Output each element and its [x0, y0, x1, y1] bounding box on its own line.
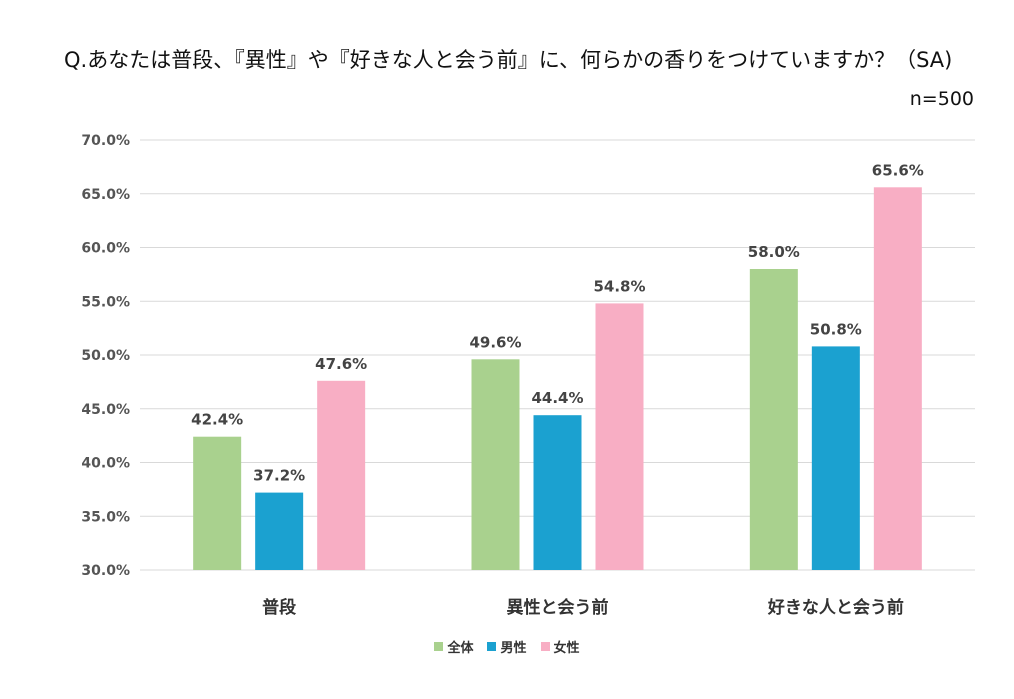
legend-swatch-female	[540, 642, 550, 651]
sample-size-note: n=500	[909, 88, 974, 110]
legend-item-male: 男性	[487, 637, 527, 656]
y-tick-label: 40.0%	[81, 456, 130, 472]
y-tick-label: 70.0%	[81, 133, 130, 149]
y-tick-label: 45.0%	[81, 402, 130, 418]
bar	[255, 492, 304, 570]
data-label: 58.0%	[748, 243, 800, 261]
y-tick-label: 60.0%	[81, 241, 130, 257]
bar	[533, 415, 582, 570]
data-label: 49.6%	[469, 333, 521, 351]
bar	[471, 359, 520, 570]
legend-swatch-male	[487, 642, 497, 651]
legend-item-female: 女性	[540, 637, 580, 656]
data-label: 37.2%	[253, 467, 305, 485]
category-label: 好きな人と会う前	[767, 597, 904, 618]
category-label: 普段	[262, 597, 296, 618]
legend-label-female: 女性	[553, 641, 580, 656]
category-label: 異性と会う前	[507, 597, 609, 618]
legend-item-overall: 全体	[434, 637, 473, 656]
bar	[317, 380, 366, 570]
bar-chart: 30.0% 35.0% 40.0% 45.0% 50.0% 55.0% 60.0% 65.0%…	[81, 133, 975, 618]
y-tick-label: 35.0%	[81, 509, 130, 525]
data-label: 44.4%	[531, 389, 583, 407]
bar	[873, 187, 922, 571]
y-tick-label: 30.0%	[81, 563, 130, 579]
legend-label-male: 男性	[500, 641, 527, 656]
legend-label-overall: 全体	[447, 641, 474, 656]
data-label: 65.6%	[872, 161, 924, 179]
data-label: 42.4%	[191, 411, 243, 429]
bar	[811, 346, 860, 570]
y-tick-label: 55.0%	[81, 294, 130, 310]
data-label: 50.8%	[810, 320, 862, 338]
data-label: 47.6%	[315, 355, 367, 373]
data-label: 54.8%	[593, 277, 645, 295]
bar	[193, 436, 242, 570]
legend-swatch-overall	[434, 642, 444, 651]
y-tick-label: 65.0%	[81, 187, 130, 203]
y-tick-label: 50.0%	[81, 348, 130, 364]
legend: 全体 男性 女性	[0, 637, 1014, 656]
chart-title: Q.あなたは普段、『異性』や『好きな人と会う前』に、何らかの香りをつけていますか…	[64, 48, 953, 72]
bar	[749, 269, 798, 570]
bar	[595, 303, 644, 570]
